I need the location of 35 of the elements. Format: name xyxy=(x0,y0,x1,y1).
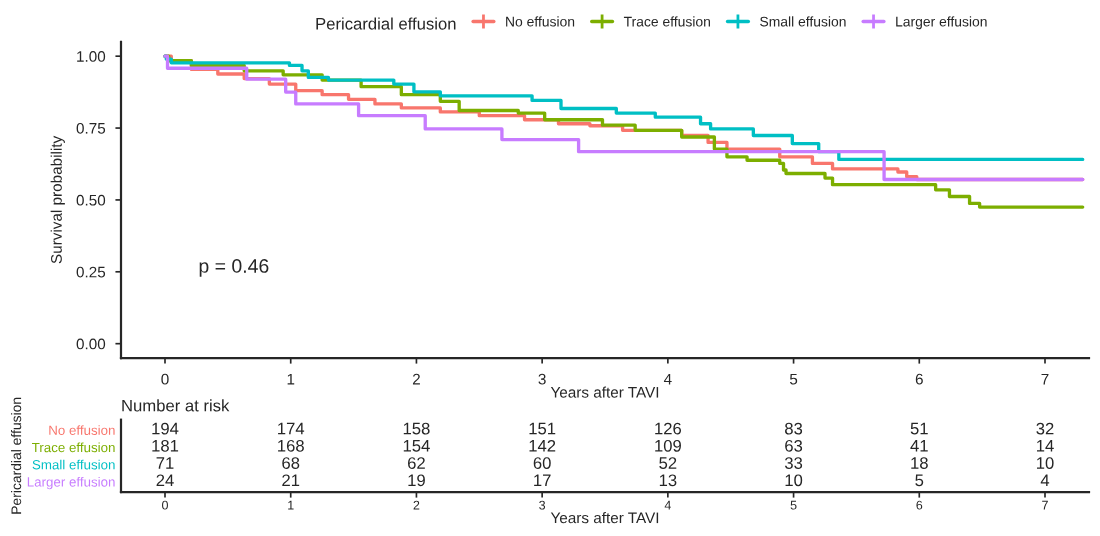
data-label: 41 xyxy=(910,440,928,452)
annotation: p = 0.46 xyxy=(199,259,269,277)
data-label: 68 xyxy=(282,457,300,469)
data-label: 24 xyxy=(156,474,174,487)
data-label: 60 xyxy=(533,457,551,469)
data-label: 126 xyxy=(655,422,682,435)
data-label: 63 xyxy=(785,439,803,452)
data-label: 14 xyxy=(1037,440,1054,452)
data-label: 52 xyxy=(659,457,677,469)
data-label: 83 xyxy=(785,422,803,435)
data-label: 109 xyxy=(655,439,681,452)
data-label: 13 xyxy=(659,474,677,487)
data-label: 18 xyxy=(911,457,928,469)
data-label: 62 xyxy=(408,457,425,469)
data-label: 71 xyxy=(156,457,174,469)
chart-title: Number at risk xyxy=(122,399,230,412)
data-label: 142 xyxy=(529,439,556,452)
data-label: 174 xyxy=(278,422,305,435)
data-label: 19 xyxy=(408,474,425,487)
data-label: 168 xyxy=(278,439,304,452)
data-label: 10 xyxy=(785,474,803,487)
data-label: 194 xyxy=(152,422,179,435)
data-label: 158 xyxy=(403,422,430,435)
data-label: 4 xyxy=(1040,474,1050,487)
data-label: 181 xyxy=(152,439,179,452)
data-label: 51 xyxy=(910,422,928,435)
data-label: 151 xyxy=(529,422,556,435)
data-label: 154 xyxy=(403,440,430,452)
data-label: 32 xyxy=(1036,422,1054,435)
data-label: 21 xyxy=(282,474,300,487)
legend-title: Pericardial effusion xyxy=(316,17,456,30)
data-label: 17 xyxy=(534,474,551,487)
data-label: 10 xyxy=(1037,457,1054,469)
data-label: 33 xyxy=(784,457,803,469)
data-label: 5 xyxy=(915,474,924,487)
